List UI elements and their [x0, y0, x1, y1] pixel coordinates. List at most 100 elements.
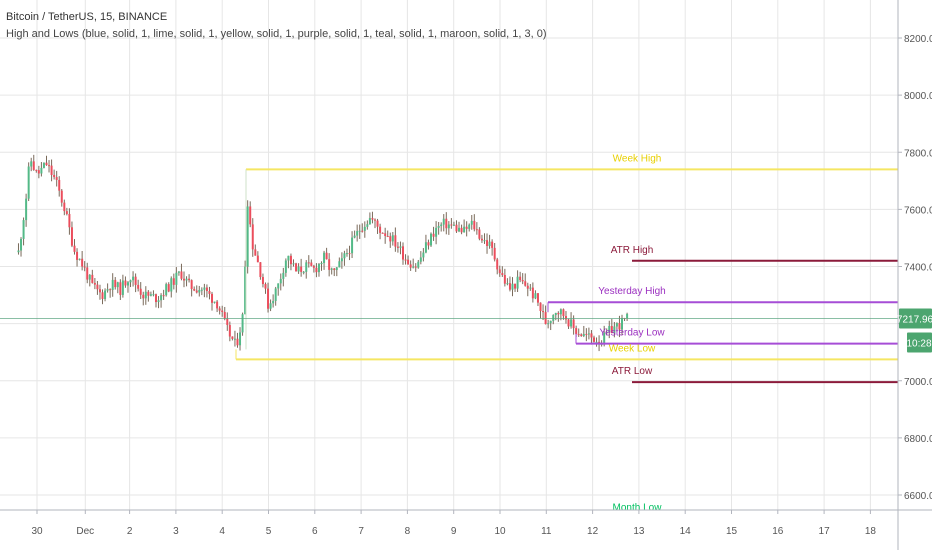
candle-body: [305, 262, 308, 272]
candle-body: [488, 241, 491, 246]
candle-body: [111, 279, 114, 291]
candle-body: [567, 319, 570, 327]
countdown-label: 10:28: [906, 338, 931, 349]
level-label: Week Low: [609, 343, 656, 354]
candle-body: [473, 220, 476, 230]
candle-body: [167, 284, 170, 292]
candle-body: [536, 293, 539, 303]
candle-body: [463, 226, 466, 233]
candle-body: [221, 310, 224, 313]
candle-body: [30, 161, 33, 167]
candle-body: [605, 332, 608, 334]
candle-body: [345, 253, 348, 255]
level-label: Yesterday Low: [599, 328, 665, 339]
candle-body: [188, 278, 191, 281]
candle-body: [458, 227, 461, 232]
candle-body: [621, 317, 624, 330]
level-label: ATR Low: [612, 366, 653, 377]
candle-body: [211, 293, 214, 303]
time-axis[interactable]: 30 Dec 2 3 4 5 6 7 8 9 10 11 12 13 14 15 16 17 18: [0, 509, 932, 537]
candle-body: [358, 230, 361, 232]
candle-body: [129, 280, 132, 283]
candle-body: [501, 273, 504, 275]
candle-body: [63, 202, 66, 212]
time-tick-label: 14: [680, 526, 692, 537]
grid: [0, 0, 898, 510]
candle-body: [417, 261, 420, 268]
candle-body: [88, 274, 91, 280]
candle-body: [254, 249, 257, 256]
countdown-badge: [907, 332, 932, 353]
candle-body: [78, 258, 81, 260]
candle-body: [503, 274, 506, 284]
candle-body: [193, 288, 196, 291]
candle-body: [149, 294, 152, 296]
candle-body: [409, 264, 412, 268]
candle-body: [511, 283, 514, 290]
candle-body: [422, 252, 425, 258]
candle-body: [195, 290, 198, 293]
candle-body: [180, 271, 183, 279]
candle-body: [154, 294, 157, 303]
candle-body: [468, 224, 471, 229]
level-label: Yesterday High: [598, 286, 665, 297]
candle-body: [547, 323, 550, 325]
candle-body: [603, 332, 606, 344]
candle-body: [106, 289, 109, 291]
candle-body: [70, 227, 73, 246]
candle-body: [121, 280, 124, 295]
candle-body: [320, 262, 323, 265]
candle-body: [37, 170, 40, 174]
level-label: Week High: [613, 153, 662, 164]
candle-body: [147, 291, 150, 296]
candle-body: [343, 253, 346, 259]
candle-body: [157, 300, 160, 303]
candle-body: [198, 289, 201, 293]
time-tick-label: 13: [633, 526, 645, 537]
candle-body: [295, 263, 298, 272]
candle-body: [389, 236, 392, 242]
candle-body: [526, 285, 529, 289]
candle-body: [351, 237, 354, 254]
price-tick-label: 7400.00: [904, 263, 932, 274]
candle-body: [475, 229, 478, 231]
candle-body: [498, 269, 501, 274]
price-axis[interactable]: 8200.008000.007800.007600.007400.007200.…: [897, 0, 932, 550]
candle-body: [53, 174, 56, 178]
time-tick-label: 4: [219, 526, 225, 537]
candle-body: [338, 261, 341, 268]
price-tick-label: 8200.00: [904, 34, 932, 45]
candle-body: [17, 250, 20, 253]
candle-body: [396, 246, 399, 248]
candle-body: [144, 291, 147, 299]
candle-body: [508, 283, 511, 290]
candle-body: [590, 333, 593, 338]
candle-body: [183, 278, 186, 281]
candle-body: [402, 246, 405, 260]
candle-body: [480, 238, 483, 241]
candle-body: [445, 218, 448, 229]
candle-body: [486, 240, 489, 246]
candle-body: [452, 224, 455, 226]
candle-body: [267, 288, 270, 309]
candle-body: [175, 272, 178, 285]
last-price-badge[interactable]: [899, 308, 932, 329]
candle-body: [559, 309, 562, 315]
candle-body: [231, 336, 234, 339]
candle-body: [595, 341, 598, 343]
candle-body: [98, 289, 101, 293]
candle-body: [241, 314, 244, 333]
candle-body: [557, 312, 560, 315]
symbol-legend[interactable]: Bitcoin / TetherUS, 15, BINANCE: [6, 11, 168, 23]
candle-body: [172, 278, 175, 285]
candle-body: [587, 333, 590, 335]
candle-body: [297, 266, 300, 272]
candle-body: [48, 165, 51, 167]
candle-body: [73, 245, 76, 252]
time-tick-label: 18: [865, 526, 877, 537]
candle-body: [228, 324, 231, 337]
candle-body: [279, 278, 282, 284]
indicator-legend[interactable]: High and Lows (blue, solid, 1, lime, sol…: [6, 28, 547, 40]
